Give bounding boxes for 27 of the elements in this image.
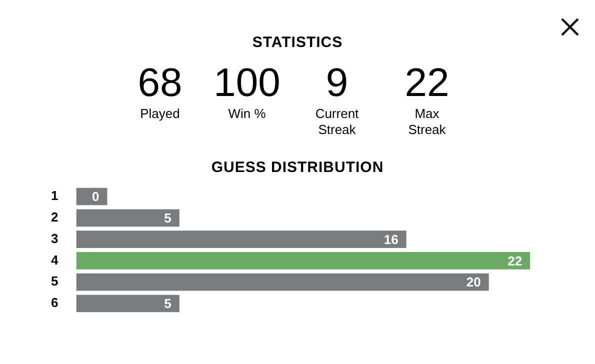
bar xyxy=(76,252,530,270)
bar xyxy=(76,209,180,227)
data-label: 22 xyxy=(508,253,522,268)
data-label: 5 xyxy=(164,210,172,226)
y-tick-label: 6 xyxy=(50,295,58,310)
text: Win % xyxy=(227,106,267,122)
text: Current Streak xyxy=(314,106,360,138)
text: 68 xyxy=(136,60,184,106)
text: STATISTICS xyxy=(251,34,344,51)
data-label: 20 xyxy=(466,274,481,290)
y-tick-label: 2 xyxy=(50,209,58,224)
text: 100 xyxy=(212,60,282,106)
data-label: 0 xyxy=(92,189,100,204)
data-label: 16 xyxy=(384,232,398,247)
y-tick-label: 1 xyxy=(50,188,58,204)
chart-title: GUESS DISTRIBUTION xyxy=(210,159,385,176)
bar xyxy=(76,273,489,291)
y-tick-label: 3 xyxy=(50,230,58,246)
bar xyxy=(76,294,180,312)
y-tick-label: 4 xyxy=(50,252,59,268)
bar xyxy=(76,230,406,248)
text: 9 xyxy=(324,60,350,106)
text: 22 xyxy=(404,60,450,106)
text: Played xyxy=(139,106,181,122)
y-tick-label: 5 xyxy=(50,274,58,289)
text: Max Streak xyxy=(407,106,447,138)
data-label: 5 xyxy=(164,296,172,312)
